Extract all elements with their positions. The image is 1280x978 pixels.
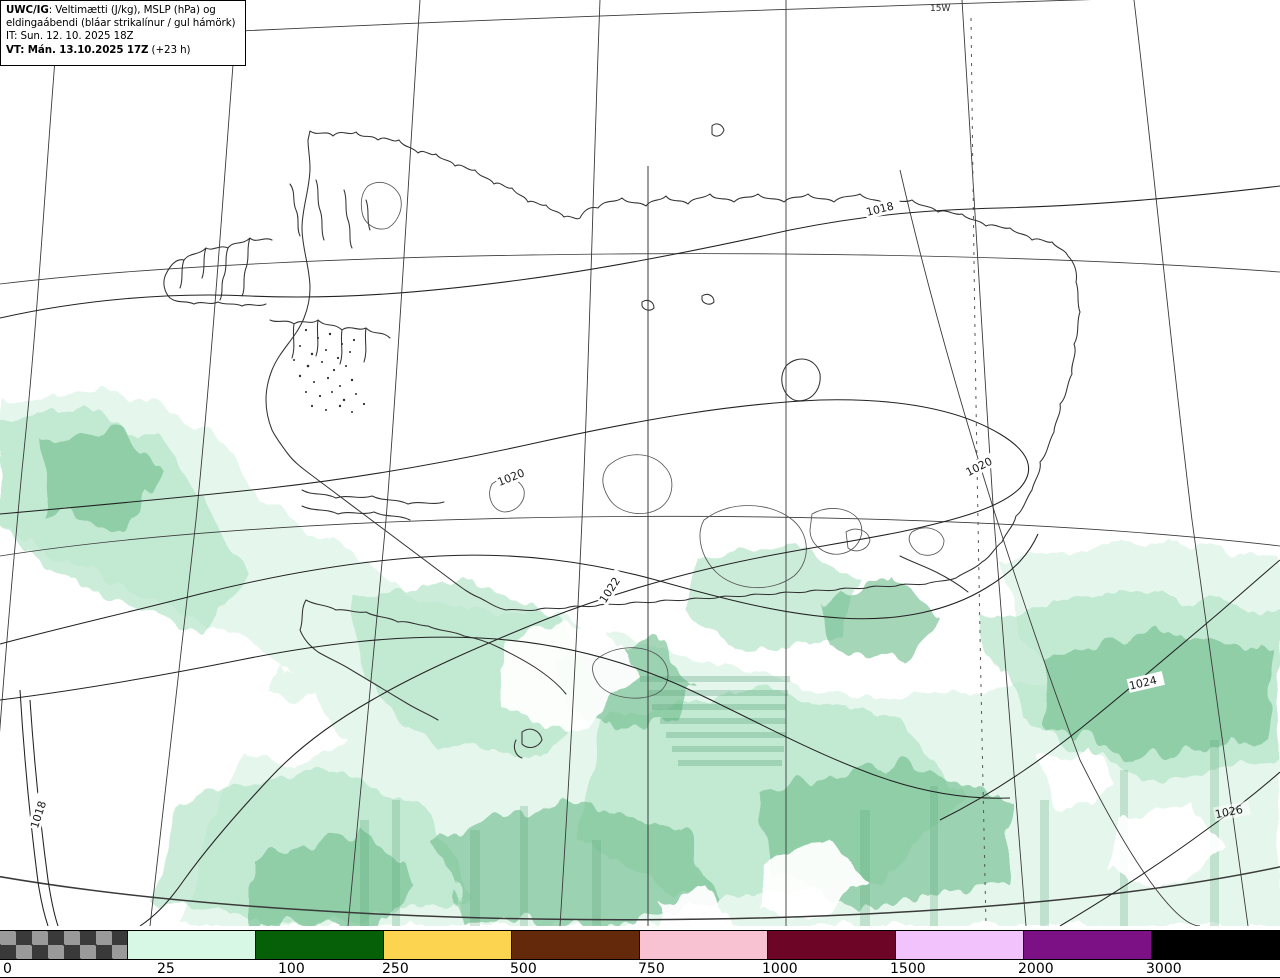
colorbar-segment-3000[interactable] <box>1152 931 1280 959</box>
colorbar-tick: 25 <box>157 961 175 977</box>
isobar-1020 <box>0 399 1030 926</box>
isobar-1018-north <box>0 185 1280 319</box>
colorbar-segment-750[interactable] <box>640 931 768 959</box>
iceland-coastline <box>163 123 1081 759</box>
colorbar-segment-1500[interactable] <box>896 931 1024 959</box>
map-canvas[interactable]: 15W <box>0 0 1280 926</box>
isobar-label: 1020 <box>964 455 995 479</box>
isobar-label: 1018 <box>28 799 49 830</box>
isobar-1016b <box>19 689 49 926</box>
mslp-isobar-layer <box>0 185 1280 926</box>
colorbar-segment-25[interactable] <box>128 931 256 959</box>
header-line-1: UWC/IG: Veltimætti (J/kg), MSLP (hPa) og <box>6 4 241 17</box>
colorbar-tick: 100 <box>278 961 305 977</box>
colorbar-tick-labels: 0 25 100 250 500 750 1000 1500 2000 3000 <box>0 961 1280 978</box>
colorbar-tick: 750 <box>638 961 665 977</box>
colorbar-segment-2000[interactable] <box>1024 931 1152 959</box>
header-lead-time: (+23 h) <box>148 43 191 56</box>
header-line-4: VT: Mán. 13.10.2025 17Z (+23 h) <box>6 44 241 57</box>
colorbar-tick: 500 <box>510 961 537 977</box>
colorbar-tick: 3000 <box>1146 961 1182 977</box>
meridian-15w-label: 15W <box>930 4 950 14</box>
colorbar-tick: 1500 <box>890 961 926 977</box>
graticule-layer <box>0 0 1280 926</box>
colorbar-segment-100[interactable] <box>256 931 384 959</box>
colorbar-segment-0[interactable] <box>0 931 128 959</box>
colorbar-legend: 0 25 100 250 500 750 1000 1500 2000 3000 <box>0 926 1280 978</box>
cape-clear-areas <box>240 620 1220 926</box>
header-init-time: IT: Sun. 12. 10. 2025 18Z <box>6 30 134 43</box>
isobar-1022b <box>0 636 1011 799</box>
header-line-2: eldingaábendi (bláar strikalínur / gul h… <box>6 17 236 30</box>
isobar-label: 1026 <box>1214 803 1244 821</box>
isobar-1016 <box>29 699 59 926</box>
isobar-labels: 1018 1020 1020 1022 1018 <box>26 196 1251 831</box>
colorbar-segment-250[interactable] <box>384 931 512 959</box>
colorbar-tick: 250 <box>382 961 409 977</box>
colorbar-tick: 0 <box>3 961 12 977</box>
terrain-speckles <box>293 328 366 413</box>
isobar-label: 1024 <box>1128 674 1158 693</box>
header-model-tag: UWC/IG <box>6 4 49 16</box>
isobar-label: 1022 <box>597 575 623 606</box>
colorbar-segment-500[interactable] <box>512 931 640 959</box>
header-valid-time: VT: Mán. 13.10.2025 17Z <box>6 43 149 56</box>
colorbar-segment-1000[interactable] <box>768 931 896 959</box>
colorbar-tick: 2000 <box>1018 961 1054 977</box>
isobar-1022 <box>0 533 1039 645</box>
cape-shading-layer <box>0 392 1280 926</box>
header-params: : Veltimætti (J/kg), MSLP (hPa) og <box>48 4 216 16</box>
header-info-box: UWC/IG: Veltimætti (J/kg), MSLP (hPa) og… <box>0 0 246 66</box>
colorbar-strip[interactable] <box>0 930 1280 960</box>
colorbar-tick: 1000 <box>762 961 798 977</box>
map-svg: 15W <box>0 0 1280 926</box>
isobar-1026 <box>1059 771 1280 926</box>
